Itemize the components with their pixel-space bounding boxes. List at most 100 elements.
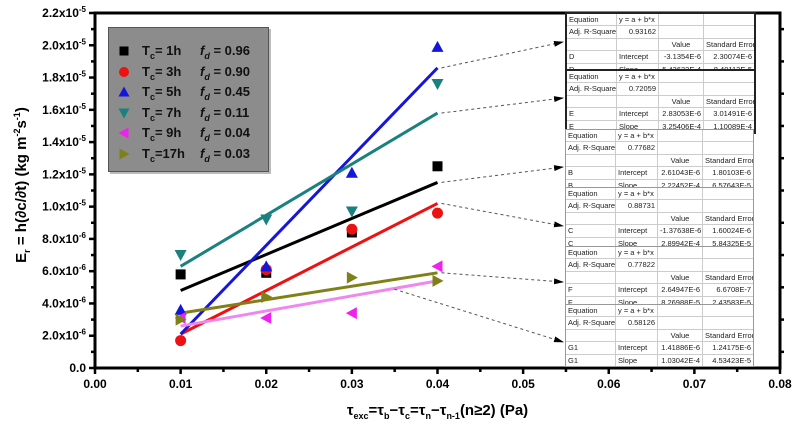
x-tick-label: 0.04 bbox=[426, 377, 450, 391]
x-tick-label: 0.07 bbox=[683, 377, 707, 391]
data-point bbox=[432, 274, 444, 287]
fit-table-row: Adj. R-Square 0.77682 bbox=[566, 142, 753, 155]
fit-table-cell bbox=[617, 95, 659, 108]
y-title-close: ) bbox=[13, 107, 30, 113]
x-title-sub4: n bbox=[425, 411, 431, 421]
fit-table-cell: Intercept bbox=[616, 284, 658, 296]
fit-table-cell: 1.60024E-6 bbox=[712, 226, 751, 236]
fit-table-row: Equation y = a + b*x bbox=[567, 14, 754, 27]
legend-marker bbox=[119, 46, 129, 56]
fit-table-cell bbox=[658, 200, 703, 212]
fit-table-cell bbox=[658, 130, 703, 142]
data-point bbox=[432, 207, 443, 219]
y-tick-label: 0.0 bbox=[69, 361, 86, 375]
fit-table-row: Equation y = a + b*x bbox=[566, 130, 753, 143]
fit-table-cell bbox=[658, 247, 703, 259]
fit-table-cell: Intercept bbox=[617, 108, 659, 120]
fit-table-cell: 2.89942E-4 bbox=[658, 237, 703, 249]
fit-table-row: C Slope 2.89942E-4 5.84325E-5 bbox=[566, 237, 753, 249]
legend-label: Tc= 7h bbox=[142, 104, 182, 123]
data-point bbox=[346, 271, 358, 284]
fit-table-cell: Slope bbox=[617, 120, 659, 132]
fit-table-F: Equation y = a + b*x Adj. R-Square 0.77822 V… bbox=[565, 246, 754, 309]
fit-table-cell: B bbox=[566, 167, 616, 179]
y-title-e: E bbox=[13, 252, 30, 263]
fit-table-cell bbox=[567, 95, 617, 108]
legend-item: Tc= 5h fd = 0.45 bbox=[109, 83, 268, 103]
fit-table-row: G1 Intercept 1.41886E-6 1.24175E-6 bbox=[566, 342, 753, 355]
legend-marker-shape bbox=[119, 46, 129, 56]
y-tick-label: 8.0x10-6 bbox=[42, 231, 86, 246]
fit-table-cell: y = a + b*x bbox=[617, 71, 659, 83]
legend-fd: fd = 0.04 bbox=[200, 125, 250, 143]
data-point bbox=[431, 260, 443, 273]
legend-item: Tc=17h fd = 0.03 bbox=[109, 145, 268, 165]
legend-label: Tc= 5h bbox=[142, 84, 182, 102]
legend-marker bbox=[118, 108, 130, 118]
fit-table-cell: Equation bbox=[566, 247, 616, 259]
fit-table-cell: Equation bbox=[567, 14, 617, 26]
fit-table-cell: Intercept bbox=[616, 342, 658, 354]
legend-marker-shape bbox=[119, 66, 129, 77]
fit-line bbox=[179, 111, 439, 268]
fit-table-cell bbox=[659, 26, 704, 38]
fit-table-cell bbox=[617, 38, 659, 51]
y-tick-label: 4.0x10-6 bbox=[42, 295, 86, 310]
fit-table-cell bbox=[703, 259, 753, 270]
x-tick-label: 0.06 bbox=[597, 377, 621, 391]
y-tick-label: 6.0x10-6 bbox=[42, 263, 86, 278]
fit-table-cell: Equation bbox=[566, 188, 616, 200]
fit-table-row: Adj. R-Square 0.77822 bbox=[566, 259, 753, 272]
fit-table-cell: Value bbox=[659, 38, 704, 51]
fit-table-cell bbox=[658, 142, 703, 154]
y-tick-label: 1.6x10-5 bbox=[42, 102, 86, 117]
fit-table-row: Value Standard Error bbox=[566, 212, 753, 226]
y-tick-label: 1.8x10-5 bbox=[42, 70, 86, 85]
fit-table-cell: Value bbox=[658, 154, 703, 167]
legend-label: Tc=17h bbox=[142, 145, 185, 164]
fit-table-cell: 4.53423E-5 bbox=[712, 355, 751, 365]
fit-table-cell: 2.43583E-5 bbox=[712, 297, 751, 307]
fit-table-cell: 8.26988E-5 bbox=[658, 296, 703, 308]
fit-table-cell: 2.83053E-6 bbox=[659, 108, 704, 120]
x-tick-label: 0.00 bbox=[83, 377, 107, 391]
fit-table-cell: 3.01491E-6 bbox=[713, 109, 752, 119]
fit-table-row: C Intercept -1.37638E-6 1.60024E-6 bbox=[566, 225, 753, 238]
fit-table-row: E Intercept 2.83053E-6 3.01491E-6 bbox=[567, 108, 754, 121]
fit-line bbox=[180, 271, 438, 315]
legend-marker-shape bbox=[118, 108, 130, 118]
fit-table-cell: Value bbox=[658, 271, 703, 284]
fit-table-row: B Intercept 2.61043E-6 1.80103E-6 bbox=[566, 167, 753, 180]
data-point bbox=[346, 223, 358, 235]
fit-table-cell: Adj. R-Square bbox=[569, 83, 617, 95]
fit-table-cell: y = a + b*x bbox=[616, 130, 658, 142]
legend-marker bbox=[119, 148, 130, 159]
fit-table-cell: 0.72059 bbox=[617, 83, 659, 95]
fit-table-cell: E bbox=[567, 120, 617, 132]
x-title-sub3: c bbox=[404, 411, 410, 421]
x-tick-label: 0.05 bbox=[511, 377, 535, 391]
fit-table-D: Equation y = a + b*x Adj. R-Square 0.93162 V… bbox=[565, 12, 756, 77]
fit-table-row: Equation y = a + b*x bbox=[566, 305, 753, 318]
fit-table-cell: -1.37638E-6 bbox=[660, 225, 703, 237]
x-title-tau: τ bbox=[346, 402, 354, 419]
fit-table-row: Equation y = a + b*x bbox=[566, 188, 753, 201]
fit-table-row: Value Standard Error bbox=[567, 38, 754, 52]
fit-table-cell: E bbox=[567, 108, 617, 120]
legend-marker bbox=[118, 127, 129, 139]
fit-lines bbox=[179, 66, 439, 336]
fit-table-cell: 5.84325E-5 bbox=[712, 238, 751, 248]
fit-table-cell: 1.80103E-6 bbox=[712, 168, 751, 178]
fit-table-cell bbox=[703, 247, 753, 258]
x-tick-label: 0.08 bbox=[768, 377, 792, 391]
fit-table-cell bbox=[616, 329, 658, 342]
fit-table-row: F Intercept 2.64947E-6 6.6708E-7 bbox=[566, 284, 753, 297]
x-tick-label: 0.02 bbox=[255, 377, 279, 391]
fit-table-cell: Standard Error bbox=[705, 272, 753, 282]
data-point bbox=[260, 311, 272, 324]
fit-table-cell: Adj. R-Square bbox=[568, 142, 616, 154]
fit-table-cell: 1.10089E-4 bbox=[713, 121, 752, 131]
data-point bbox=[260, 214, 273, 226]
data-point bbox=[174, 250, 187, 262]
fit-table-cell: Standard Error bbox=[705, 213, 753, 223]
